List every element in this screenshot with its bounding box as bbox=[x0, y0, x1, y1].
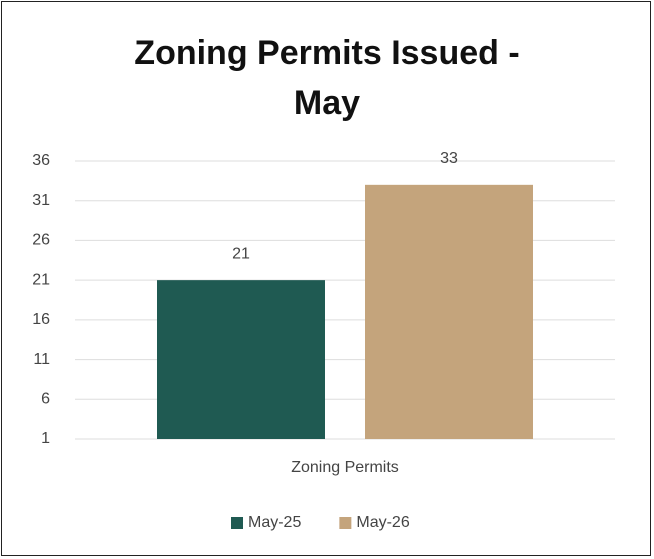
data-label: 33 bbox=[440, 150, 458, 167]
chart-title: Zoning Permits Issued - May bbox=[134, 34, 520, 122]
y-tick-label: 6 bbox=[41, 391, 50, 408]
y-tick-label: 31 bbox=[32, 192, 50, 209]
legend-swatch bbox=[231, 517, 243, 529]
y-tick-label: 26 bbox=[32, 232, 50, 249]
y-tick-label: 21 bbox=[32, 271, 50, 288]
y-tick-label: 1 bbox=[41, 430, 50, 447]
bar bbox=[365, 184, 533, 439]
legend-label: May-25 bbox=[248, 514, 301, 531]
legend-swatch bbox=[339, 517, 352, 529]
bar bbox=[157, 280, 325, 439]
y-tick-label: 11 bbox=[33, 351, 50, 368]
y-tick-label: 16 bbox=[32, 311, 50, 328]
x-tick-label: Zoning Permits bbox=[291, 459, 399, 476]
y-tick-label: 36 bbox=[32, 152, 50, 169]
data-label: 21 bbox=[232, 245, 250, 262]
legend-label: May-26 bbox=[356, 514, 409, 531]
